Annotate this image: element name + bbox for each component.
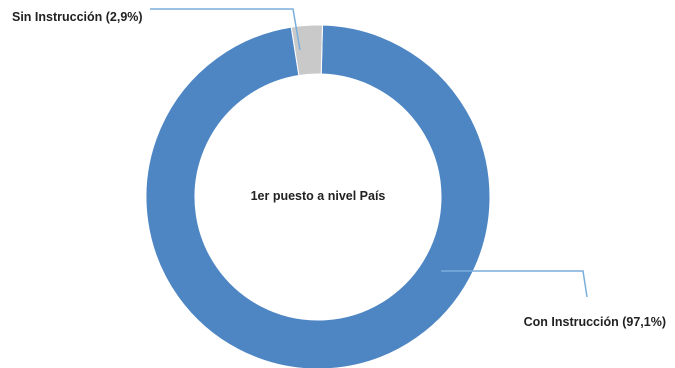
slice-con-instrucci-n: [145, 24, 491, 368]
center-label: 1er puesto a nivel País: [251, 189, 386, 203]
slice-label-sin-instruccion: Sin Instrucción (2,9%): [12, 10, 143, 24]
slice-label-con-instruccion: Con Instrucción (97,1%): [524, 315, 666, 329]
leader-line-sin-instruccion: [150, 8, 301, 51]
leader-lines: [150, 8, 588, 298]
donut-slices: [145, 24, 491, 368]
slice-sin-instrucci-n: [290, 24, 324, 77]
leader-line-con-instruccion: [441, 270, 588, 298]
